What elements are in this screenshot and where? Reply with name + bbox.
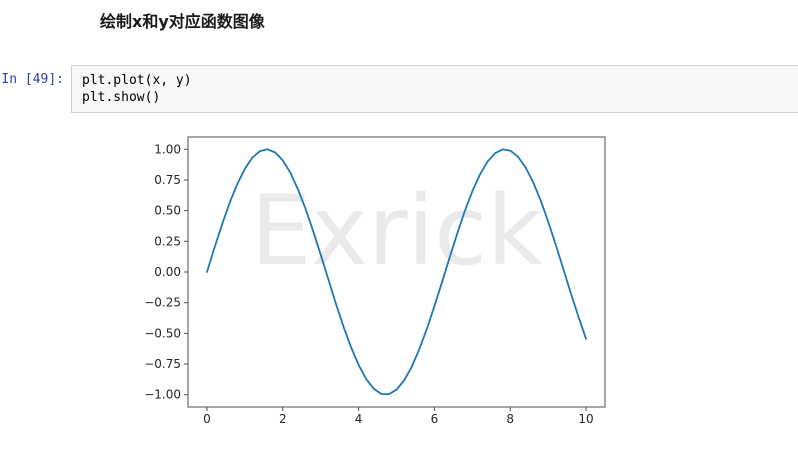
y-tick-label: 0.50 bbox=[154, 204, 181, 218]
output-area: Exrick 0 2 4 6 8 10 1.00 0.75 0.50 0.25 0.00 −0.25 −0… bbox=[140, 133, 620, 435]
code-cell: In [49]: plt.plot(x, y) plt.show() bbox=[0, 65, 798, 115]
y-tick-label: 1.00 bbox=[154, 142, 181, 156]
x-tick-label: 4 bbox=[355, 412, 363, 426]
x-tick-label: 10 bbox=[578, 412, 593, 426]
y-tick-label: −0.50 bbox=[144, 326, 181, 340]
watermark-text: Exrick bbox=[251, 175, 543, 287]
y-tick-label: 0.00 bbox=[154, 265, 181, 279]
code-input-area[interactable]: plt.plot(x, y) plt.show() bbox=[71, 65, 798, 113]
code-line[interactable]: plt.plot(x, y) bbox=[82, 73, 192, 88]
sine-line bbox=[206, 148, 587, 396]
input-prompt: In [49]: bbox=[1, 72, 64, 87]
markdown-heading: 绘制x和y对应函数图像 bbox=[100, 12, 265, 31]
y-tick-label: 0.25 bbox=[154, 234, 181, 248]
x-tick-label: 2 bbox=[279, 412, 287, 426]
sine-plot-figure: Exrick 0 2 4 6 8 10 1.00 0.75 0.50 0.25 0.00 −0.25 −0… bbox=[144, 136, 606, 426]
x-tick-label: 0 bbox=[203, 412, 211, 426]
x-tick-label: 8 bbox=[506, 412, 514, 426]
code-line[interactable]: plt.show() bbox=[82, 90, 161, 105]
y-tick-label: −1.00 bbox=[144, 388, 181, 402]
y-tick-label: −0.75 bbox=[144, 357, 181, 371]
y-tick-label: 0.75 bbox=[154, 173, 181, 187]
code-text[interactable]: plt.plot(x, y) plt.show() bbox=[72, 66, 798, 106]
y-tick-label: −0.25 bbox=[144, 296, 181, 310]
x-tick-label: 6 bbox=[431, 412, 439, 426]
